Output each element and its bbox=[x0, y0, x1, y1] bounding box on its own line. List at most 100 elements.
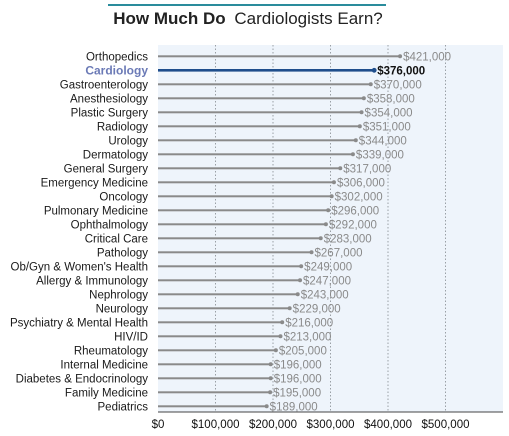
bar bbox=[158, 335, 281, 338]
bar bbox=[158, 377, 271, 380]
value-label: $292,000 bbox=[329, 219, 377, 231]
value-label: $421,000 bbox=[403, 51, 451, 63]
bar bbox=[158, 125, 360, 128]
value-label: $229,000 bbox=[293, 303, 341, 315]
category-label: Pulmonary Medicine bbox=[44, 205, 148, 217]
category-label: Gastroenterology bbox=[60, 79, 148, 91]
x-tick-label: $0 bbox=[152, 419, 165, 431]
category-label: Rheumatology bbox=[74, 345, 148, 357]
bar-end-dot bbox=[398, 54, 403, 59]
value-label: $354,000 bbox=[365, 107, 413, 119]
value-label: $283,000 bbox=[324, 233, 372, 245]
bar-end-dot bbox=[350, 152, 355, 157]
bar bbox=[158, 153, 353, 156]
value-label: $213,000 bbox=[283, 331, 331, 343]
value-label: $243,000 bbox=[301, 289, 349, 301]
category-label: Ophthalmology bbox=[71, 219, 149, 231]
bar bbox=[158, 223, 326, 226]
value-label: $196,000 bbox=[274, 373, 322, 385]
category-label: Urology bbox=[108, 135, 148, 147]
bar bbox=[158, 265, 302, 268]
bar-end-dot bbox=[368, 82, 373, 87]
bar-end-dot bbox=[287, 306, 292, 311]
chart-title-bold: How Much Do bbox=[113, 9, 225, 28]
value-labels: $421,000 $376,000 $370,000 $358,000 $354,000… bbox=[270, 51, 451, 413]
bar-end-dot bbox=[299, 264, 304, 269]
category-label: Ob/Gyn & Women's Health bbox=[11, 261, 148, 273]
category-label: Orthopedics bbox=[86, 51, 148, 63]
value-label: $339,000 bbox=[356, 149, 404, 161]
bar bbox=[158, 139, 356, 142]
bar-end-dot bbox=[273, 348, 278, 353]
value-label: $216,000 bbox=[285, 317, 333, 329]
category-label: Nephrology bbox=[89, 289, 148, 301]
bar bbox=[158, 69, 375, 72]
bar bbox=[158, 195, 332, 198]
bar bbox=[158, 363, 271, 366]
category-label: Plastic Surgery bbox=[71, 107, 149, 119]
chart-title-rest: Cardiologists Earn? bbox=[234, 9, 382, 28]
bar-end-dot bbox=[359, 110, 364, 115]
value-label: $267,000 bbox=[315, 247, 363, 259]
bar-end-dot bbox=[280, 320, 285, 325]
value-label: $296,000 bbox=[331, 205, 379, 217]
category-label: Radiology bbox=[97, 121, 148, 133]
bar bbox=[158, 405, 267, 408]
bar bbox=[158, 349, 276, 352]
bar-end-dot bbox=[318, 236, 323, 241]
value-label: $306,000 bbox=[337, 177, 385, 189]
category-label: Allergy & Immunology bbox=[36, 275, 148, 287]
category-label: Cardiology bbox=[85, 63, 148, 77]
bar-end-dot bbox=[353, 138, 358, 143]
bar-end-dot bbox=[268, 376, 273, 381]
category-label: Family Medicine bbox=[65, 387, 148, 399]
chart-title: How Much Do Cardiologists Earn? bbox=[113, 9, 382, 28]
category-label: General Surgery bbox=[64, 163, 149, 175]
x-tick-label: $100,000 bbox=[192, 419, 240, 431]
bar bbox=[158, 279, 301, 282]
bar-end-dot bbox=[268, 362, 273, 367]
bar-end-dot bbox=[357, 124, 362, 129]
category-label: Diabetes & Endocrinology bbox=[16, 373, 149, 385]
bar-end-dot bbox=[371, 67, 377, 73]
category-label: Psychiatry & Mental Health bbox=[10, 317, 148, 329]
x-tick-label: $400,000 bbox=[364, 419, 412, 431]
value-label: $195,000 bbox=[273, 387, 321, 399]
value-label: $189,000 bbox=[270, 401, 318, 413]
bar-end-dot bbox=[309, 250, 314, 255]
category-label: Internal Medicine bbox=[60, 359, 148, 371]
bar-end-dot bbox=[323, 222, 328, 227]
bars bbox=[158, 54, 403, 409]
category-label: Pathology bbox=[97, 247, 148, 259]
value-label: $370,000 bbox=[374, 79, 422, 91]
bar bbox=[158, 251, 312, 254]
bar bbox=[158, 209, 329, 212]
bar bbox=[158, 307, 290, 310]
category-label: Critical Care bbox=[85, 233, 148, 245]
bar bbox=[158, 55, 401, 58]
bar-end-dot bbox=[298, 278, 303, 283]
bar bbox=[158, 391, 271, 394]
bar bbox=[158, 97, 364, 100]
bar bbox=[158, 237, 321, 240]
bar-end-dot bbox=[361, 96, 366, 101]
bar bbox=[158, 111, 362, 114]
bar bbox=[158, 83, 371, 86]
bar bbox=[158, 181, 334, 184]
bar bbox=[158, 293, 298, 296]
category-label: Neurology bbox=[96, 303, 149, 315]
bar-end-dot bbox=[331, 180, 336, 185]
category-label: HIV/ID bbox=[114, 331, 148, 343]
value-label: $205,000 bbox=[279, 345, 327, 357]
bar-end-dot bbox=[329, 194, 334, 199]
value-label: $196,000 bbox=[274, 359, 322, 371]
x-tick-label: $300,000 bbox=[307, 419, 355, 431]
category-label: Pediatrics bbox=[98, 401, 149, 413]
category-label: Emergency Medicine bbox=[41, 177, 148, 189]
bar-end-dot bbox=[326, 208, 331, 213]
category-label: Anesthesiology bbox=[70, 93, 148, 105]
value-label: $249,000 bbox=[304, 261, 352, 273]
bar bbox=[158, 167, 341, 170]
